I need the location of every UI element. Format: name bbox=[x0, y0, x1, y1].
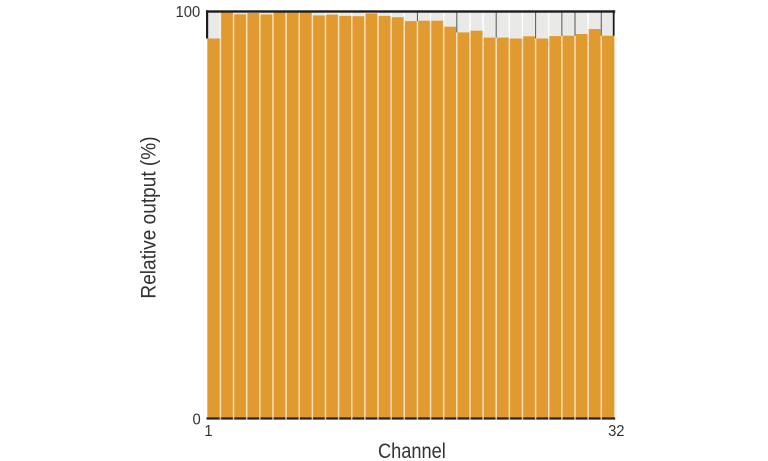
svg-text:0: 0 bbox=[193, 411, 201, 428]
svg-text:32: 32 bbox=[608, 423, 624, 440]
svg-text:100: 100 bbox=[175, 3, 200, 20]
svg-text:1: 1 bbox=[204, 422, 212, 439]
svg-text:Relative output (%): Relative output (%) bbox=[138, 136, 161, 298]
svg-text:Channel: Channel bbox=[378, 440, 446, 461]
